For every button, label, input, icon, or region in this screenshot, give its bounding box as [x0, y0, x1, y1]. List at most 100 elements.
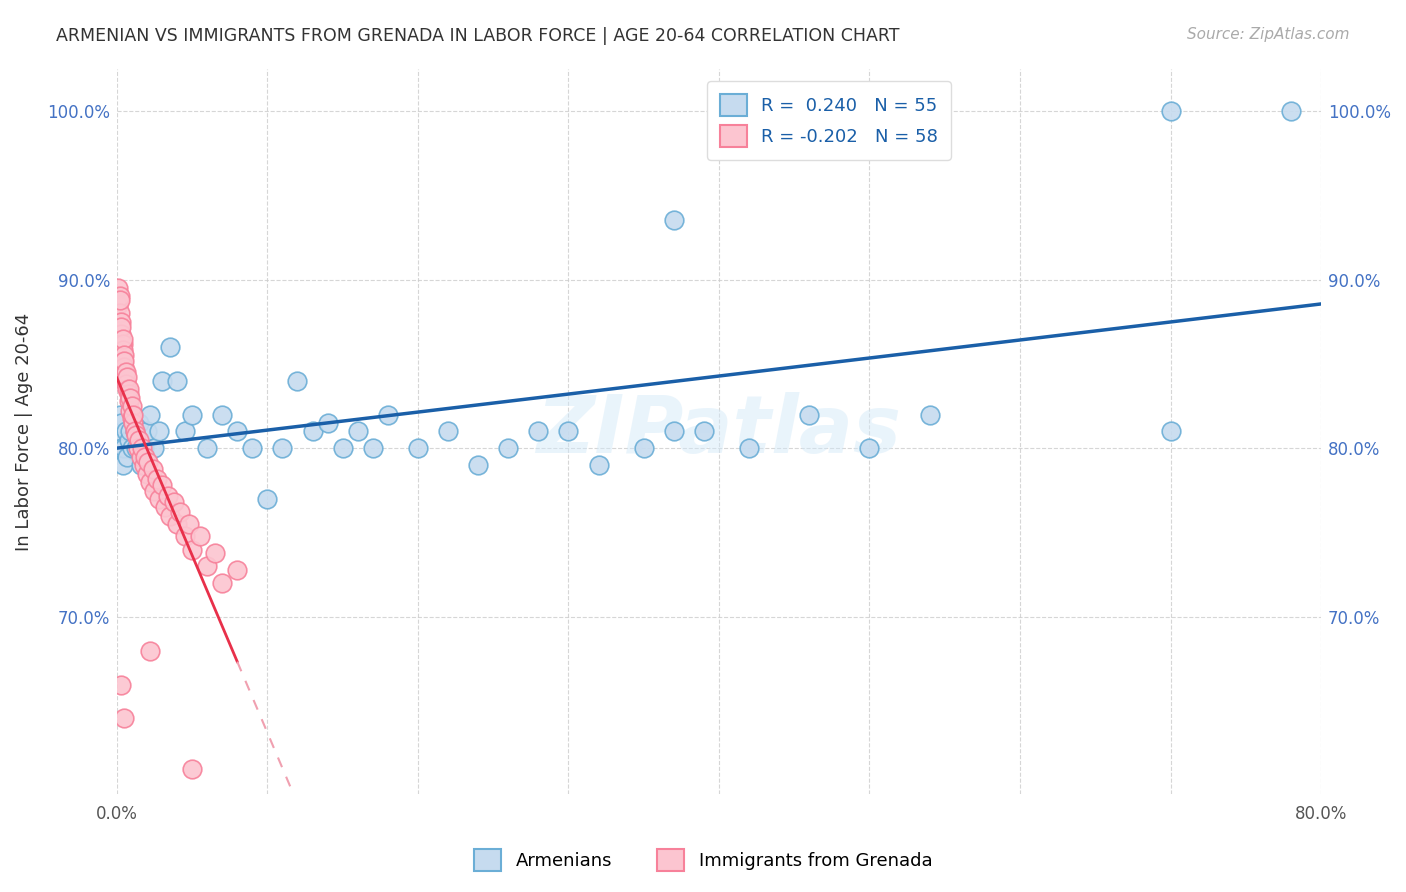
Point: [111, 343, 134, 358]
Point: [195, 442, 218, 456]
Point: [122, 416, 145, 430]
Point: [110, 319, 132, 334]
Point: [131, 442, 153, 456]
Point: [377, 408, 399, 422]
Point: [125, 442, 148, 456]
Point: [115, 374, 138, 388]
Point: [111, 332, 134, 346]
Point: [361, 442, 384, 456]
Point: [150, 478, 173, 492]
Point: [118, 394, 141, 409]
Point: [918, 408, 941, 422]
Point: [633, 442, 655, 456]
Point: [346, 425, 368, 439]
Point: [226, 563, 249, 577]
Point: [111, 336, 134, 351]
Point: [166, 517, 188, 532]
Point: [107, 281, 129, 295]
Point: [115, 377, 138, 392]
Point: [112, 349, 135, 363]
Point: [117, 450, 139, 464]
Point: [120, 391, 142, 405]
Point: [204, 546, 226, 560]
Point: [662, 213, 685, 227]
Point: [148, 425, 170, 439]
Point: [143, 442, 166, 456]
Point: [112, 353, 135, 368]
Point: [139, 475, 162, 489]
Point: [108, 408, 131, 422]
Point: [124, 425, 146, 439]
Point: [121, 399, 143, 413]
Point: [112, 442, 135, 456]
Point: [121, 411, 143, 425]
Point: [112, 711, 135, 725]
Point: [110, 315, 132, 329]
Point: [148, 491, 170, 506]
Point: [146, 472, 169, 486]
Point: [118, 382, 141, 396]
Point: [159, 340, 181, 354]
Point: [129, 458, 152, 473]
Point: [188, 529, 211, 543]
Point: [301, 425, 323, 439]
Point: [287, 374, 309, 388]
Point: [110, 416, 132, 430]
Text: ZIPatlas: ZIPatlas: [537, 392, 901, 470]
Point: [128, 433, 150, 447]
Text: ARMENIAN VS IMMIGRANTS FROM GRENADA IN LABOR FORCE | AGE 20-64 CORRELATION CHART: ARMENIAN VS IMMIGRANTS FROM GRENADA IN L…: [56, 27, 900, 45]
Point: [195, 559, 218, 574]
Point: [132, 458, 155, 473]
Point: [496, 442, 519, 456]
Point: [117, 370, 139, 384]
Point: [132, 442, 155, 456]
Point: [662, 425, 685, 439]
Point: [128, 416, 150, 430]
Point: [129, 450, 152, 464]
Point: [240, 442, 263, 456]
Point: [256, 491, 278, 506]
Point: [115, 425, 138, 439]
Point: [271, 442, 294, 456]
Point: [1160, 103, 1182, 118]
Point: [110, 442, 132, 456]
Point: [125, 427, 148, 442]
Legend: R =  0.240   N = 55, R = -0.202   N = 58: R = 0.240 N = 55, R = -0.202 N = 58: [707, 81, 950, 160]
Point: [316, 416, 339, 430]
Point: [108, 289, 131, 303]
Point: [120, 404, 142, 418]
Point: [108, 293, 131, 307]
Point: [153, 500, 176, 515]
Point: [134, 450, 156, 464]
Point: [107, 425, 129, 439]
Point: [173, 529, 195, 543]
Point: [117, 382, 139, 396]
Point: [226, 425, 249, 439]
Point: [121, 442, 143, 456]
Point: [124, 425, 146, 439]
Point: [112, 360, 135, 375]
Point: [115, 365, 138, 379]
Point: [166, 374, 188, 388]
Point: [163, 495, 186, 509]
Point: [557, 425, 579, 439]
Point: [406, 442, 429, 456]
Point: [156, 489, 179, 503]
Point: [738, 442, 761, 456]
Point: [799, 408, 821, 422]
Point: [181, 762, 204, 776]
Point: [527, 425, 550, 439]
Point: [127, 442, 149, 456]
Point: [139, 408, 162, 422]
Text: Source: ZipAtlas.com: Source: ZipAtlas.com: [1187, 27, 1350, 42]
Point: [108, 306, 131, 320]
Point: [118, 387, 141, 401]
Point: [181, 408, 204, 422]
Point: [211, 408, 233, 422]
Point: [118, 433, 141, 447]
Point: [437, 425, 460, 439]
Legend: Armenians, Immigrants from Grenada: Armenians, Immigrants from Grenada: [467, 842, 939, 879]
Point: [138, 455, 160, 469]
Point: [332, 442, 354, 456]
Point: [159, 508, 181, 523]
